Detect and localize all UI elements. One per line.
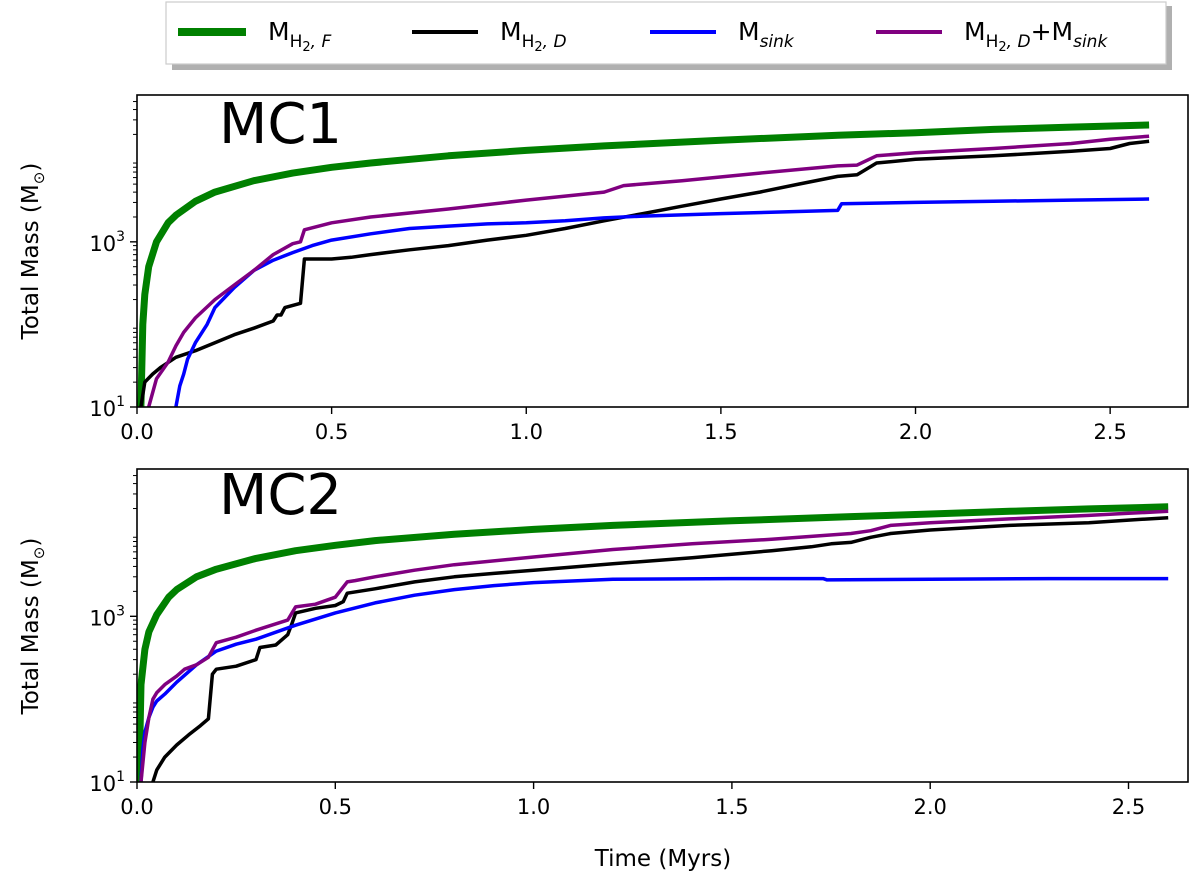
series-line-msink-mc2 (139, 576, 1169, 782)
x-tick-label-mc1: 0.5 (315, 420, 348, 444)
series-line-mh2d-mc2 (151, 515, 1169, 782)
x-tick-label-mc2: 1.0 (517, 795, 550, 819)
panel-title-mc2: MC2 (219, 463, 342, 528)
series-line-mh2f-mc2 (137, 503, 1169, 782)
x-tick-label-mc1: 1.5 (704, 420, 737, 444)
x-tick-label-mc1: 2.0 (899, 420, 932, 444)
legend-label-mh2f: MH2, F (268, 17, 331, 55)
y-axis-label-mc1: Total Mass (M⊙) (18, 163, 48, 341)
legend: MH2, F MH2, D Msink MH2, D+Msink (165, 1, 1172, 70)
x-tick-label-mc1: 0.0 (120, 420, 153, 444)
x-tick-label-mc1: 2.5 (1093, 420, 1126, 444)
x-axis-label: Time (Myrs) (594, 846, 731, 872)
y-tick-label-mc1: 103 (89, 229, 125, 256)
legend-label-mh2d: MH2, D (500, 17, 567, 55)
plot-frame-mc1 (136, 94, 1189, 408)
series-line-mh2d-plus-msink-mc2 (139, 509, 1169, 782)
x-tick-label-mc2: 0.0 (120, 795, 153, 819)
series-line-mh2d-mc1 (139, 139, 1150, 407)
x-tick-label-mc2: 2.0 (914, 795, 947, 819)
y-tick-label-mc2: 103 (89, 603, 125, 630)
ticks-mc1: 0.0 0.5 1.0 1.5 2.0 2.5 101 103 (89, 101, 1127, 444)
series-layer-mc2 (137, 503, 1169, 782)
x-tick-label-mc2: 2.5 (1112, 795, 1145, 819)
ticks-mc2: 0.0 0.5 1.0 1.5 2.0 2.5 101 103 (89, 475, 1145, 819)
series-line-mh2f-mc1 (137, 121, 1150, 407)
plot-frame-mc2 (136, 468, 1189, 783)
y-axis-label-mc2: Total Mass (M⊙) (18, 538, 48, 716)
y-tick-label-mc2: 101 (89, 769, 125, 796)
legend-label-msink: Msink (738, 17, 795, 52)
x-tick-label-mc2: 1.5 (715, 795, 748, 819)
series-layer-mc1 (137, 121, 1150, 407)
y-tick-label-mc1: 101 (89, 394, 125, 421)
x-tick-label-mc1: 1.0 (510, 420, 543, 444)
series-line-msink-mc1 (174, 197, 1150, 407)
legend-label-msum: MH2, D+Msink (964, 17, 1108, 55)
panel-mc2: 0.0 0.5 1.0 1.5 2.0 2.5 101 103 MC2 Total Mass … (18, 463, 1189, 819)
series-line-mh2d-plus-msink-mc1 (147, 134, 1150, 407)
panel-title-mc1: MC1 (219, 92, 342, 157)
x-tick-label-mc2: 0.5 (319, 795, 352, 819)
panel-mc1: 0.0 0.5 1.0 1.5 2.0 2.5 101 103 MC1 Total Mass … (18, 92, 1189, 444)
